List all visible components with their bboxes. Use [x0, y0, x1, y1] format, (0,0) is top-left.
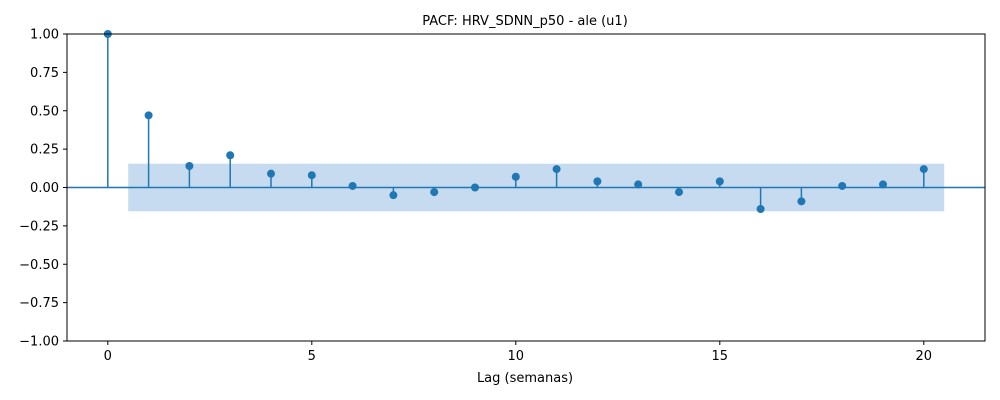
stem-marker-lag-1 — [144, 111, 153, 120]
stem-marker-lag-6 — [348, 181, 357, 190]
stem-marker-lag-20 — [919, 165, 928, 174]
x-tick-label: 0 — [104, 349, 112, 364]
chart-title: PACF: HRV_SDNN_p50 - ale (u1) — [422, 14, 628, 29]
y-tick-label: 0.00 — [30, 181, 59, 196]
stem-marker-lag-17 — [797, 197, 806, 206]
stem-marker-lag-9 — [471, 183, 479, 192]
y-axis-ticks: 1.00 0.75 0.50 0.25 0.00 −0.25 −0.50 −0.75 −1.00 — [19, 28, 67, 350]
x-axis-label: Lag (semanas) — [477, 371, 573, 386]
stem-marker-lag-7 — [389, 191, 398, 200]
x-tick-label: 5 — [308, 349, 316, 364]
x-axis-ticks: 0 5 10 15 20 — [104, 341, 932, 364]
stem-marker-lag-12 — [593, 177, 602, 186]
y-tick-label: 0.50 — [30, 104, 59, 119]
stem-marker-lag-19 — [879, 180, 887, 189]
y-tick-label: 1.00 — [30, 28, 59, 43]
x-tick-label: 15 — [712, 349, 729, 364]
y-tick-label: 0.75 — [30, 66, 59, 81]
stem-marker-lag-13 — [634, 180, 643, 189]
stem-marker-lag-11 — [552, 165, 561, 174]
stem-marker-lag-2 — [185, 162, 194, 171]
y-tick-label: −1.00 — [19, 335, 59, 350]
stem-marker-lag-18 — [838, 181, 847, 190]
stem-marker-lag-16 — [756, 204, 765, 213]
x-tick-label: 20 — [916, 349, 933, 364]
y-tick-label: −0.50 — [19, 258, 59, 273]
stem-marker-lag-10 — [511, 172, 520, 181]
stem-marker-lag-3 — [226, 151, 235, 160]
stem-marker-lag-4 — [267, 169, 275, 178]
y-tick-label: −0.75 — [19, 296, 59, 311]
stem-marker-lag-15 — [715, 177, 724, 186]
stem-marker-lag-8 — [430, 188, 439, 197]
stem-marker-lag-14 — [675, 188, 683, 197]
x-tick-label: 10 — [508, 349, 525, 364]
stem-marker-lag-5 — [307, 171, 316, 180]
y-tick-label: −0.25 — [19, 219, 59, 234]
y-tick-label: 0.25 — [30, 143, 59, 158]
